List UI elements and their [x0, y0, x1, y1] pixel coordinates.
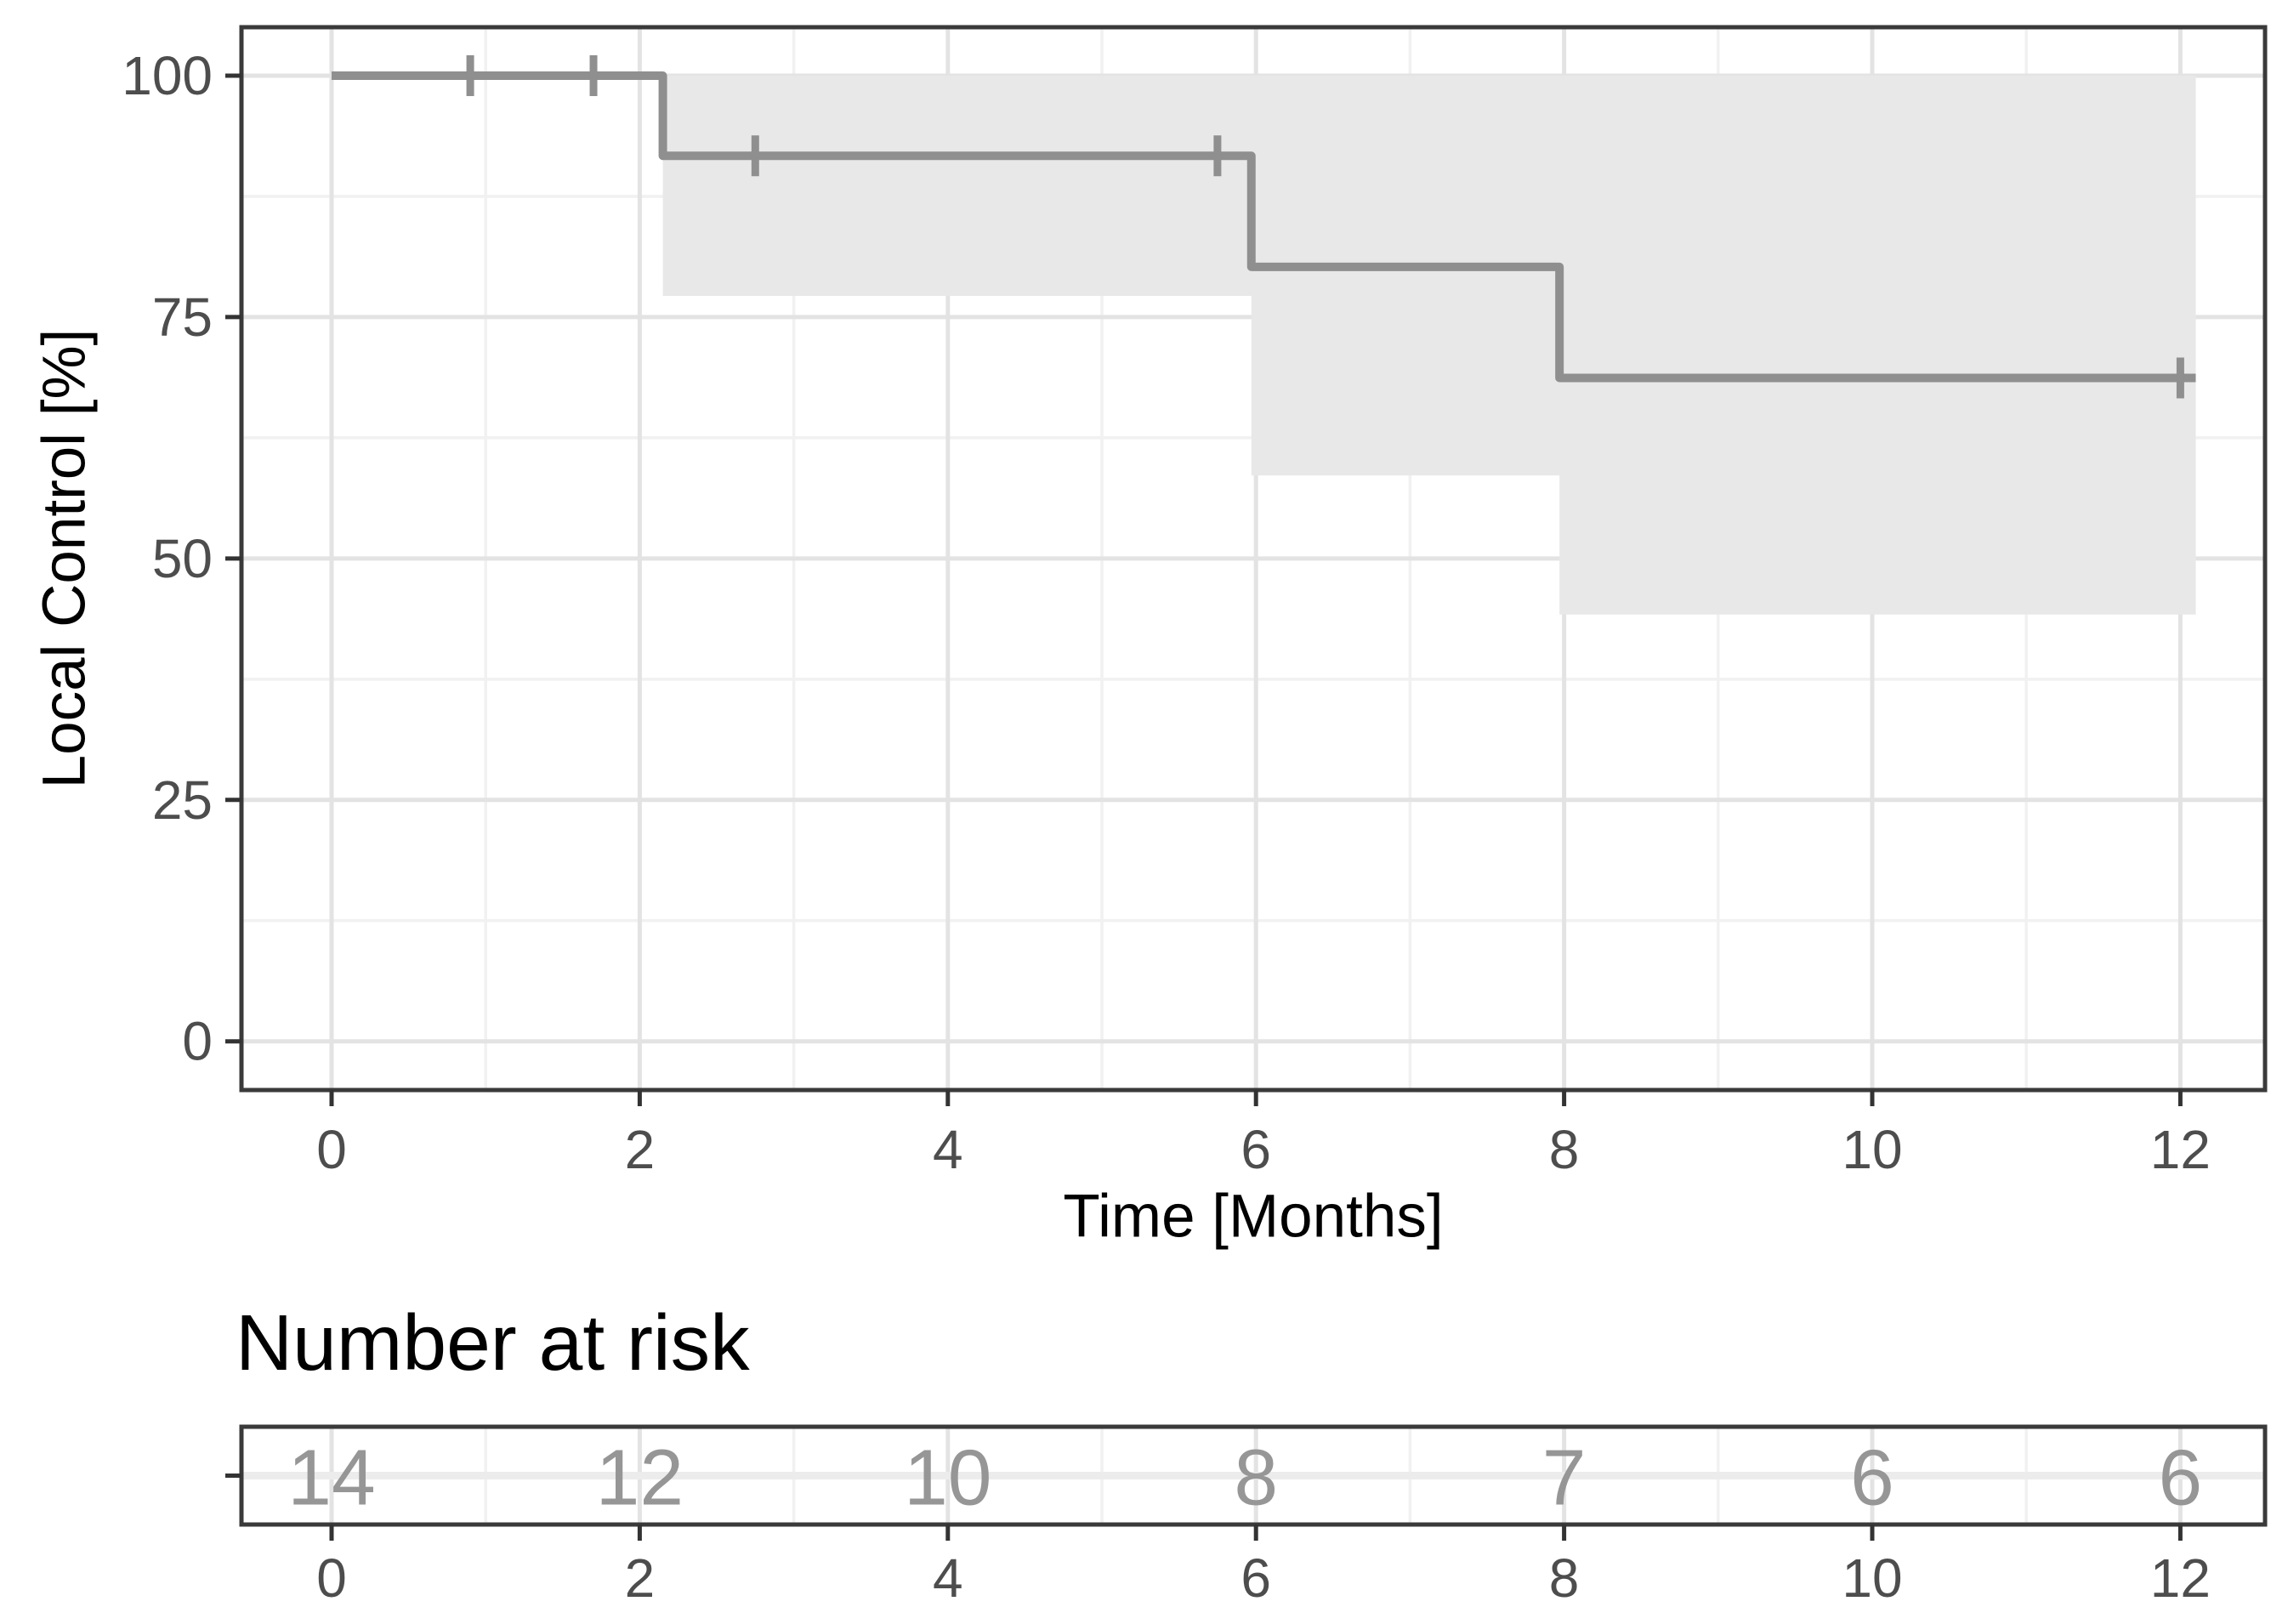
y-axis: 0 25 50 75 100 — [122, 45, 241, 1072]
risk-count: 10 — [904, 1434, 991, 1522]
x-axis-tick-label: 0 — [316, 1119, 347, 1180]
x-axis-title-text: Time [Months] — [1063, 1183, 1444, 1251]
risk-x-axis-tick-label: 4 — [933, 1547, 963, 1609]
risk-count: 6 — [2159, 1434, 2203, 1522]
x-axis-tick-label: 8 — [1549, 1119, 1580, 1180]
risk-table-title: Number at risk — [236, 1299, 750, 1386]
risk-x-axis-tick-label: 8 — [1549, 1547, 1580, 1609]
risk-x-axis: 0 2 4 6 8 10 12 — [316, 1525, 2211, 1609]
y-axis-tick-label: 0 — [182, 1011, 213, 1072]
y-axis-tick-label: 100 — [122, 45, 213, 106]
x-axis: 0 2 4 6 8 10 12 — [316, 1090, 2211, 1180]
confidence-band — [662, 76, 2196, 615]
x-axis-title: Time [Months] — [1063, 1183, 1443, 1252]
risk-table-title-text: Number at risk — [236, 1298, 750, 1387]
risk-x-axis-tick-label: 6 — [1241, 1547, 1271, 1609]
y-axis-tick-label: 75 — [152, 287, 213, 348]
confidence-band-area — [662, 76, 2196, 615]
risk-count: 8 — [1234, 1434, 1278, 1522]
risk-x-axis-tick-label: 2 — [625, 1547, 656, 1609]
x-axis-tick-label: 10 — [1842, 1119, 1902, 1180]
y-axis-tick-label: 25 — [152, 769, 213, 831]
risk-table-panel: 14 12 10 8 7 6 6 — [225, 1424, 2268, 1527]
x-axis-tick-label: 2 — [625, 1119, 656, 1180]
risk-count: 14 — [287, 1434, 375, 1522]
x-axis-tick-label: 4 — [933, 1119, 963, 1180]
x-axis-tick-label: 12 — [2150, 1119, 2211, 1180]
risk-x-axis-tick-label: 12 — [2150, 1547, 2211, 1609]
x-axis-tick-label: 6 — [1241, 1119, 1271, 1180]
survival-step-curve — [332, 71, 2196, 383]
y-axis-title-text: Local Control [%] — [31, 328, 99, 789]
risk-x-axis-tick-label: 0 — [316, 1547, 347, 1609]
risk-x-axis-tick-label: 10 — [1842, 1547, 1902, 1609]
risk-count: 6 — [1850, 1434, 1894, 1522]
survival-curve — [332, 71, 2196, 383]
y-axis-title: Local Control [%] — [31, 329, 99, 789]
risk-count: 12 — [596, 1434, 684, 1522]
risk-count: 7 — [1542, 1434, 1587, 1522]
y-axis-tick-label: 50 — [152, 528, 213, 589]
censor-marks — [466, 55, 2184, 399]
